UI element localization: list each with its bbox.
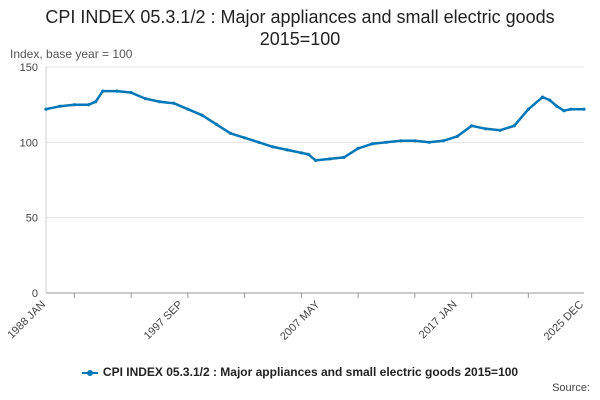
series-layer [44,89,586,162]
data-point [172,101,176,105]
data-point [285,148,289,152]
x-tick-label: 1997 SEP [142,299,186,343]
data-point [342,155,346,159]
series-line [44,89,586,162]
data-point [115,89,119,93]
data-point [228,131,232,135]
data-point [548,98,552,102]
data-point [257,140,261,144]
source-label: Source: [552,382,590,394]
x-tick-label: 2025 DEC [542,299,586,343]
y-tick-label: 100 [20,137,38,149]
legend: CPI INDEX 05.3.1/2 : Major appliances an… [0,365,600,379]
data-point [101,89,105,93]
data-point [271,145,275,149]
data-point [562,109,566,113]
data-point [186,107,190,111]
y-axis-label: Index, base year = 100 [10,47,133,61]
data-point [498,128,502,132]
data-point [314,158,318,162]
data-point [157,100,162,104]
legend-label: CPI INDEX 05.3.1/2 : Major appliances an… [102,365,519,379]
data-point [58,104,62,108]
data-point [129,91,133,95]
x-tick-label: 2007 MAY [278,298,323,343]
data-point [356,146,360,150]
data-point [541,95,545,99]
y-tick-label: 0 [32,288,38,300]
data-point [526,107,531,111]
data-point [72,103,76,107]
data-point [94,100,98,104]
data-point [44,107,48,111]
data-point [384,140,389,144]
data-point [306,152,311,156]
grid-lines [46,66,584,294]
data-point [243,136,247,140]
data-point [484,127,488,131]
data-point [512,124,516,128]
data-point [328,157,332,161]
data-point [470,124,474,128]
data-point [441,139,445,143]
data-point [143,97,147,101]
x-tick-label: 1988 JAN [5,299,48,342]
y-tick-label: 150 [20,62,38,74]
data-point [299,151,303,155]
data-point [413,139,417,143]
data-point [399,139,403,143]
data-point [455,134,459,138]
data-point [370,142,374,146]
y-tick-label: 50 [26,213,38,225]
data-point [200,113,204,117]
data-point [427,140,431,144]
legend-swatch [81,369,98,376]
chart-title: CPI INDEX 05.3.1/2 : Major appliances an… [45,7,555,49]
data-point [87,103,91,107]
data-point [555,104,559,108]
data-point [214,122,218,126]
x-tick-label: 2017 JAN [417,299,460,342]
data-point [582,107,586,111]
data-point [569,107,573,111]
